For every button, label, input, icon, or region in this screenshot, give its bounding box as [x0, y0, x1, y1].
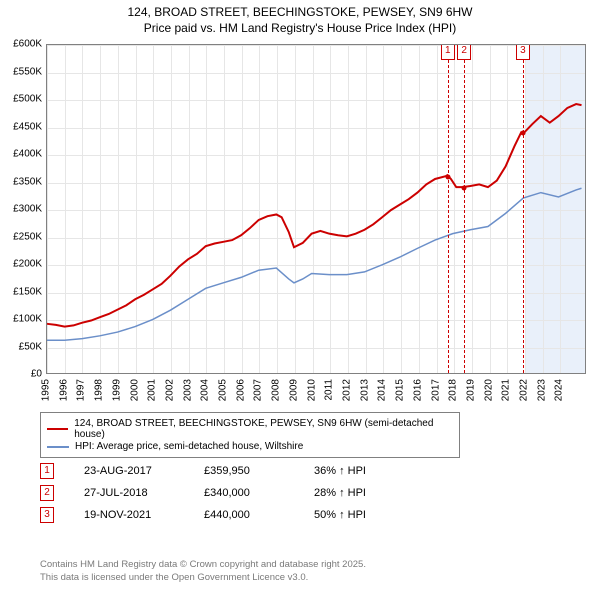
attribution-line2: This data is licensed under the Open Gov… [40, 572, 366, 584]
event-date: 27-JUL-2018 [84, 487, 204, 499]
event-tag: 2 [40, 485, 54, 501]
event-line [523, 45, 524, 373]
ytick-label: £500K [6, 94, 42, 105]
ytick-label: £600K [6, 39, 42, 50]
events-table: 1 23-AUG-2017£359,95036% ↑ HPI 2 27-JUL-201… [40, 458, 414, 528]
event-tag: 1 [441, 44, 455, 60]
ytick-label: £150K [6, 286, 42, 297]
xtick-label: 2022 [519, 379, 530, 401]
event-hpi-delta: 28% ↑ HPI [314, 487, 414, 499]
event-price: £359,950 [204, 465, 314, 477]
xtick-label: 1995 [41, 379, 52, 401]
event-row: 3 19-NOV-2021£440,00050% ↑ HPI [40, 506, 414, 524]
attribution-line1: Contains HM Land Registry data © Crown c… [40, 559, 366, 571]
event-hpi-delta: 36% ↑ HPI [314, 465, 414, 477]
xtick-label: 2005 [218, 379, 229, 401]
ytick-label: £450K [6, 121, 42, 132]
legend-label: HPI: Average price, semi-detached house,… [75, 441, 303, 452]
event-date: 23-AUG-2017 [84, 465, 204, 477]
event-marker [445, 175, 450, 180]
event-hpi-delta: 50% ↑ HPI [314, 509, 414, 521]
legend: 124, BROAD STREET, BEECHINGSTOKE, PEWSEY… [40, 412, 460, 458]
legend-swatch [47, 446, 69, 448]
ytick-label: £50K [6, 341, 42, 352]
event-tag: 3 [516, 44, 530, 60]
event-row: 2 27-JUL-2018£340,00028% ↑ HPI [40, 484, 414, 502]
xtick-label: 2018 [448, 379, 459, 401]
ytick-label: £100K [6, 314, 42, 325]
xtick-label: 2007 [253, 379, 264, 401]
xtick-label: 2024 [554, 379, 565, 401]
series-svg [47, 45, 585, 373]
chart-title: 124, BROAD STREET, BEECHINGSTOKE, PEWSEY… [0, 0, 600, 38]
xtick-label: 2023 [536, 379, 547, 401]
xtick-label: 2006 [235, 379, 246, 401]
ytick-label: £0 [6, 369, 42, 380]
event-tag: 1 [40, 463, 54, 479]
ytick-label: £400K [6, 149, 42, 160]
event-price: £440,000 [204, 509, 314, 521]
xtick-label: 2004 [200, 379, 211, 401]
legend-row: 124, BROAD STREET, BEECHINGSTOKE, PEWSEY… [47, 418, 453, 440]
xtick-label: 2016 [412, 379, 423, 401]
xtick-label: 2002 [164, 379, 175, 401]
xtick-label: 2003 [182, 379, 193, 401]
title-line2: Price paid vs. HM Land Registry's House … [0, 20, 600, 36]
event-price: £340,000 [204, 487, 314, 499]
xtick-label: 2021 [501, 379, 512, 401]
xtick-label: 2009 [288, 379, 299, 401]
event-tag: 2 [457, 44, 471, 60]
ytick-label: £350K [6, 176, 42, 187]
xtick-label: 2011 [324, 379, 335, 401]
ytick-label: £550K [6, 66, 42, 77]
event-date: 19-NOV-2021 [84, 509, 204, 521]
xtick-label: 1996 [58, 379, 69, 401]
xtick-label: 1997 [76, 379, 87, 401]
xtick-label: 2012 [341, 379, 352, 401]
xtick-label: 2019 [465, 379, 476, 401]
xtick-label: 2014 [377, 379, 388, 401]
ytick-label: £250K [6, 231, 42, 242]
event-tag: 3 [40, 507, 54, 523]
event-line [464, 45, 465, 373]
xtick-label: 1999 [111, 379, 122, 401]
ytick-label: £200K [6, 259, 42, 270]
xtick-label: 2020 [483, 379, 494, 401]
chart: £0 £50K £100K £150K £200K £250K £300K £350K £400… [6, 44, 594, 404]
xtick-label: 2008 [271, 379, 282, 401]
title-line1: 124, BROAD STREET, BEECHINGSTOKE, PEWSEY… [0, 4, 600, 20]
xtick-label: 2013 [359, 379, 370, 401]
event-line [448, 45, 449, 373]
series-hpi [47, 188, 582, 340]
xtick-label: 1998 [94, 379, 105, 401]
plot-area: 12 3 [46, 44, 586, 374]
attribution: Contains HM Land Registry data © Crown c… [40, 559, 366, 584]
xtick-label: 2000 [129, 379, 140, 401]
event-marker [520, 131, 525, 136]
event-row: 1 23-AUG-2017£359,95036% ↑ HPI [40, 462, 414, 480]
event-marker [462, 186, 467, 191]
series-price_paid [47, 104, 582, 327]
legend-label: 124, BROAD STREET, BEECHINGSTOKE, PEWSEY… [74, 418, 453, 440]
ytick-label: £300K [6, 204, 42, 215]
xtick-label: 2017 [430, 379, 441, 401]
xtick-label: 2015 [395, 379, 406, 401]
xtick-label: 2010 [306, 379, 317, 401]
xtick-label: 2001 [147, 379, 158, 401]
legend-row: HPI: Average price, semi-detached house,… [47, 441, 453, 452]
legend-swatch [47, 428, 68, 430]
